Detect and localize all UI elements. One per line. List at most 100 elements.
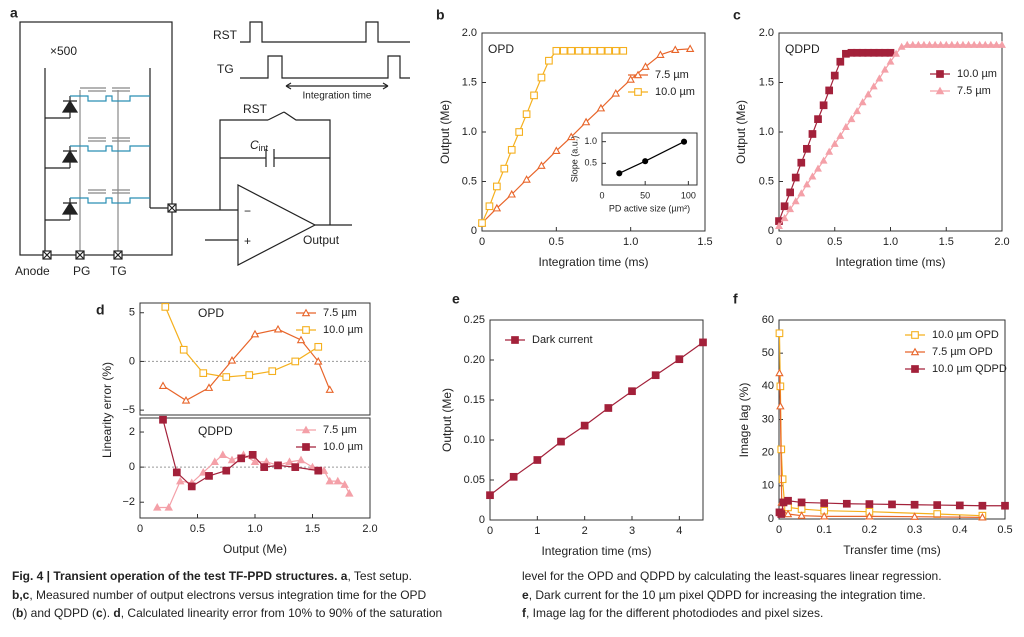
y-tick-label: 60 [762, 314, 774, 326]
data-point [325, 476, 334, 485]
x-axis-label: Output (Me) [223, 542, 287, 556]
data-point [998, 40, 1006, 48]
caption-text: , Calculated linearity error from 10% to… [120, 606, 443, 620]
data-point [947, 40, 956, 48]
data-point [159, 415, 167, 424]
data-point [291, 357, 300, 366]
data-point [537, 73, 546, 82]
data-point [886, 57, 895, 65]
y-tick-label: 40 [762, 380, 774, 392]
legend-label: 10.0 µm [655, 86, 695, 98]
series-line [778, 373, 983, 518]
y-tick-label: 10 [762, 480, 774, 492]
x-axis-label: Integration time (ms) [835, 255, 945, 269]
data-point [179, 345, 188, 354]
data-point [830, 139, 839, 147]
data-point [869, 82, 878, 90]
legend-label: 10.0 µm [323, 324, 363, 336]
x-tick-label: 1.0 [623, 236, 638, 248]
data-point [596, 103, 606, 112]
panel-label: e [452, 291, 460, 307]
y-tick-label: 2.0 [462, 27, 477, 39]
data-point [161, 303, 170, 311]
data-point [205, 472, 213, 480]
y-tick-label: 0.5 [462, 175, 477, 187]
data-point [314, 466, 323, 475]
data-point [775, 368, 784, 377]
data-point [1001, 501, 1009, 510]
data-point [903, 40, 912, 48]
data-point [680, 138, 688, 145]
data-point [802, 180, 811, 188]
x-tick-label: 0 [137, 523, 143, 535]
data-point [955, 501, 964, 510]
legend-marker [633, 70, 643, 79]
x-tick-label: 0.5 [190, 523, 205, 535]
data-point [858, 98, 867, 106]
y-tick-label: 0.5 [759, 175, 774, 187]
data-point [340, 480, 349, 488]
y-tick-label: 30 [762, 413, 774, 425]
data-point [486, 491, 494, 500]
data-point [699, 338, 707, 347]
data-point [797, 189, 806, 197]
data-point [808, 130, 817, 138]
input-sign: − [244, 204, 251, 218]
data-point [537, 161, 546, 169]
x-tick-label: 0.2 [862, 524, 877, 536]
caption-text: , Test setup. [347, 569, 412, 583]
data-point [783, 509, 793, 518]
cap-symbol: C [250, 138, 259, 152]
data-point [245, 371, 254, 379]
plot-frame [778, 319, 1006, 520]
x-tick-label: 0.5 [827, 236, 842, 248]
legend-marker [302, 443, 310, 451]
data-point [841, 122, 850, 130]
legend-label: 7.5 µm [323, 424, 357, 436]
data-point [685, 44, 695, 53]
legend-marker [911, 331, 919, 339]
data-point [507, 145, 516, 154]
data-point [545, 56, 553, 65]
y-axis-label: Output (Me) [440, 388, 454, 452]
data-point [775, 221, 783, 229]
panel-label: b [436, 7, 445, 23]
data-point [227, 356, 237, 364]
legend-marker [936, 70, 944, 78]
data-point [978, 512, 987, 521]
plot-title: OPD [198, 306, 224, 320]
data-point [814, 164, 822, 172]
setup-diagram: a ×500 Anode PG TG [10, 5, 410, 278]
data-point [776, 401, 785, 410]
data-point [172, 468, 181, 477]
caption-text: ). [102, 606, 114, 620]
panel-label: a [10, 5, 18, 21]
legend-marker [935, 86, 945, 95]
data-point [274, 461, 282, 470]
plot-title: OPD [488, 42, 514, 56]
data-point [333, 476, 343, 485]
cap-label: Cint [250, 138, 269, 153]
opamp [237, 184, 317, 266]
data-point [199, 467, 208, 476]
data-point [786, 188, 794, 197]
caption-text: b [16, 606, 24, 620]
legend-marker [911, 365, 919, 373]
x-tick-label: 1 [534, 525, 540, 537]
data-point [803, 144, 811, 153]
caption-text: Fig. 4 | Transient operation of the test… [12, 569, 338, 583]
y-tick-label: 0.5 [584, 158, 597, 168]
x-tick-label: 0.5 [549, 236, 564, 248]
plot-frame [489, 319, 704, 521]
data-point [604, 404, 613, 412]
legend-label: 10.0 µm [323, 441, 363, 453]
data-point [507, 189, 516, 198]
caption-text: , Dark current for the 10 µm pixel QDPD … [528, 587, 926, 602]
data-point [268, 367, 277, 376]
terminals [42, 203, 177, 260]
data-point [964, 40, 973, 48]
data-point [222, 373, 231, 381]
data-point [250, 329, 260, 338]
data-point [478, 219, 486, 227]
